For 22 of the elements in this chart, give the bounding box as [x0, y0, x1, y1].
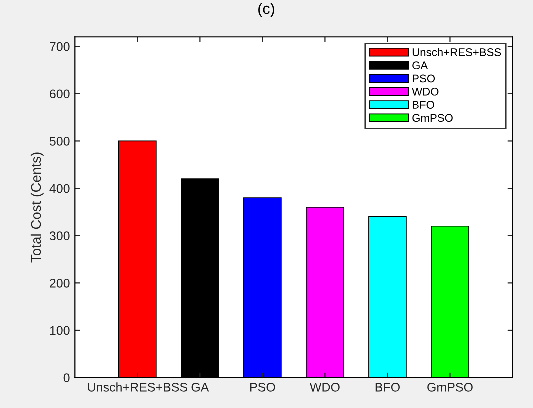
chart-title: (c) [258, 3, 274, 18]
legend-label: BFO [412, 101, 434, 109]
y-tick-label: 700 [50, 42, 70, 52]
x-tick-label: BFO [376, 383, 400, 392]
legend-label: WDO [412, 88, 439, 96]
y-axis-title: Total Cost (Cents) [30, 152, 44, 263]
legend-label: GmPSO [412, 114, 453, 122]
legend-label: Unsch+RES+BSS [412, 48, 502, 56]
y-tick-label: 200 [50, 278, 70, 288]
legend-label: PSO [412, 74, 436, 83]
x-tick-label: PSO [250, 383, 276, 392]
x-tick-label: GmPSO [428, 383, 473, 392]
y-tick-label: 300 [50, 232, 70, 241]
x-tick-label: WDO [310, 383, 340, 392]
legend-label: GA [412, 62, 428, 70]
x-tick-label: Unsch+RES+BSS [88, 382, 188, 392]
y-tick-label: 100 [50, 326, 70, 336]
y-tick-label: 600 [50, 90, 70, 99]
x-tick-label: GA [192, 383, 210, 392]
y-tick-label: 400 [50, 184, 70, 194]
y-tick-label: 500 [50, 137, 70, 146]
y-tick-label: 0 [64, 374, 70, 382]
